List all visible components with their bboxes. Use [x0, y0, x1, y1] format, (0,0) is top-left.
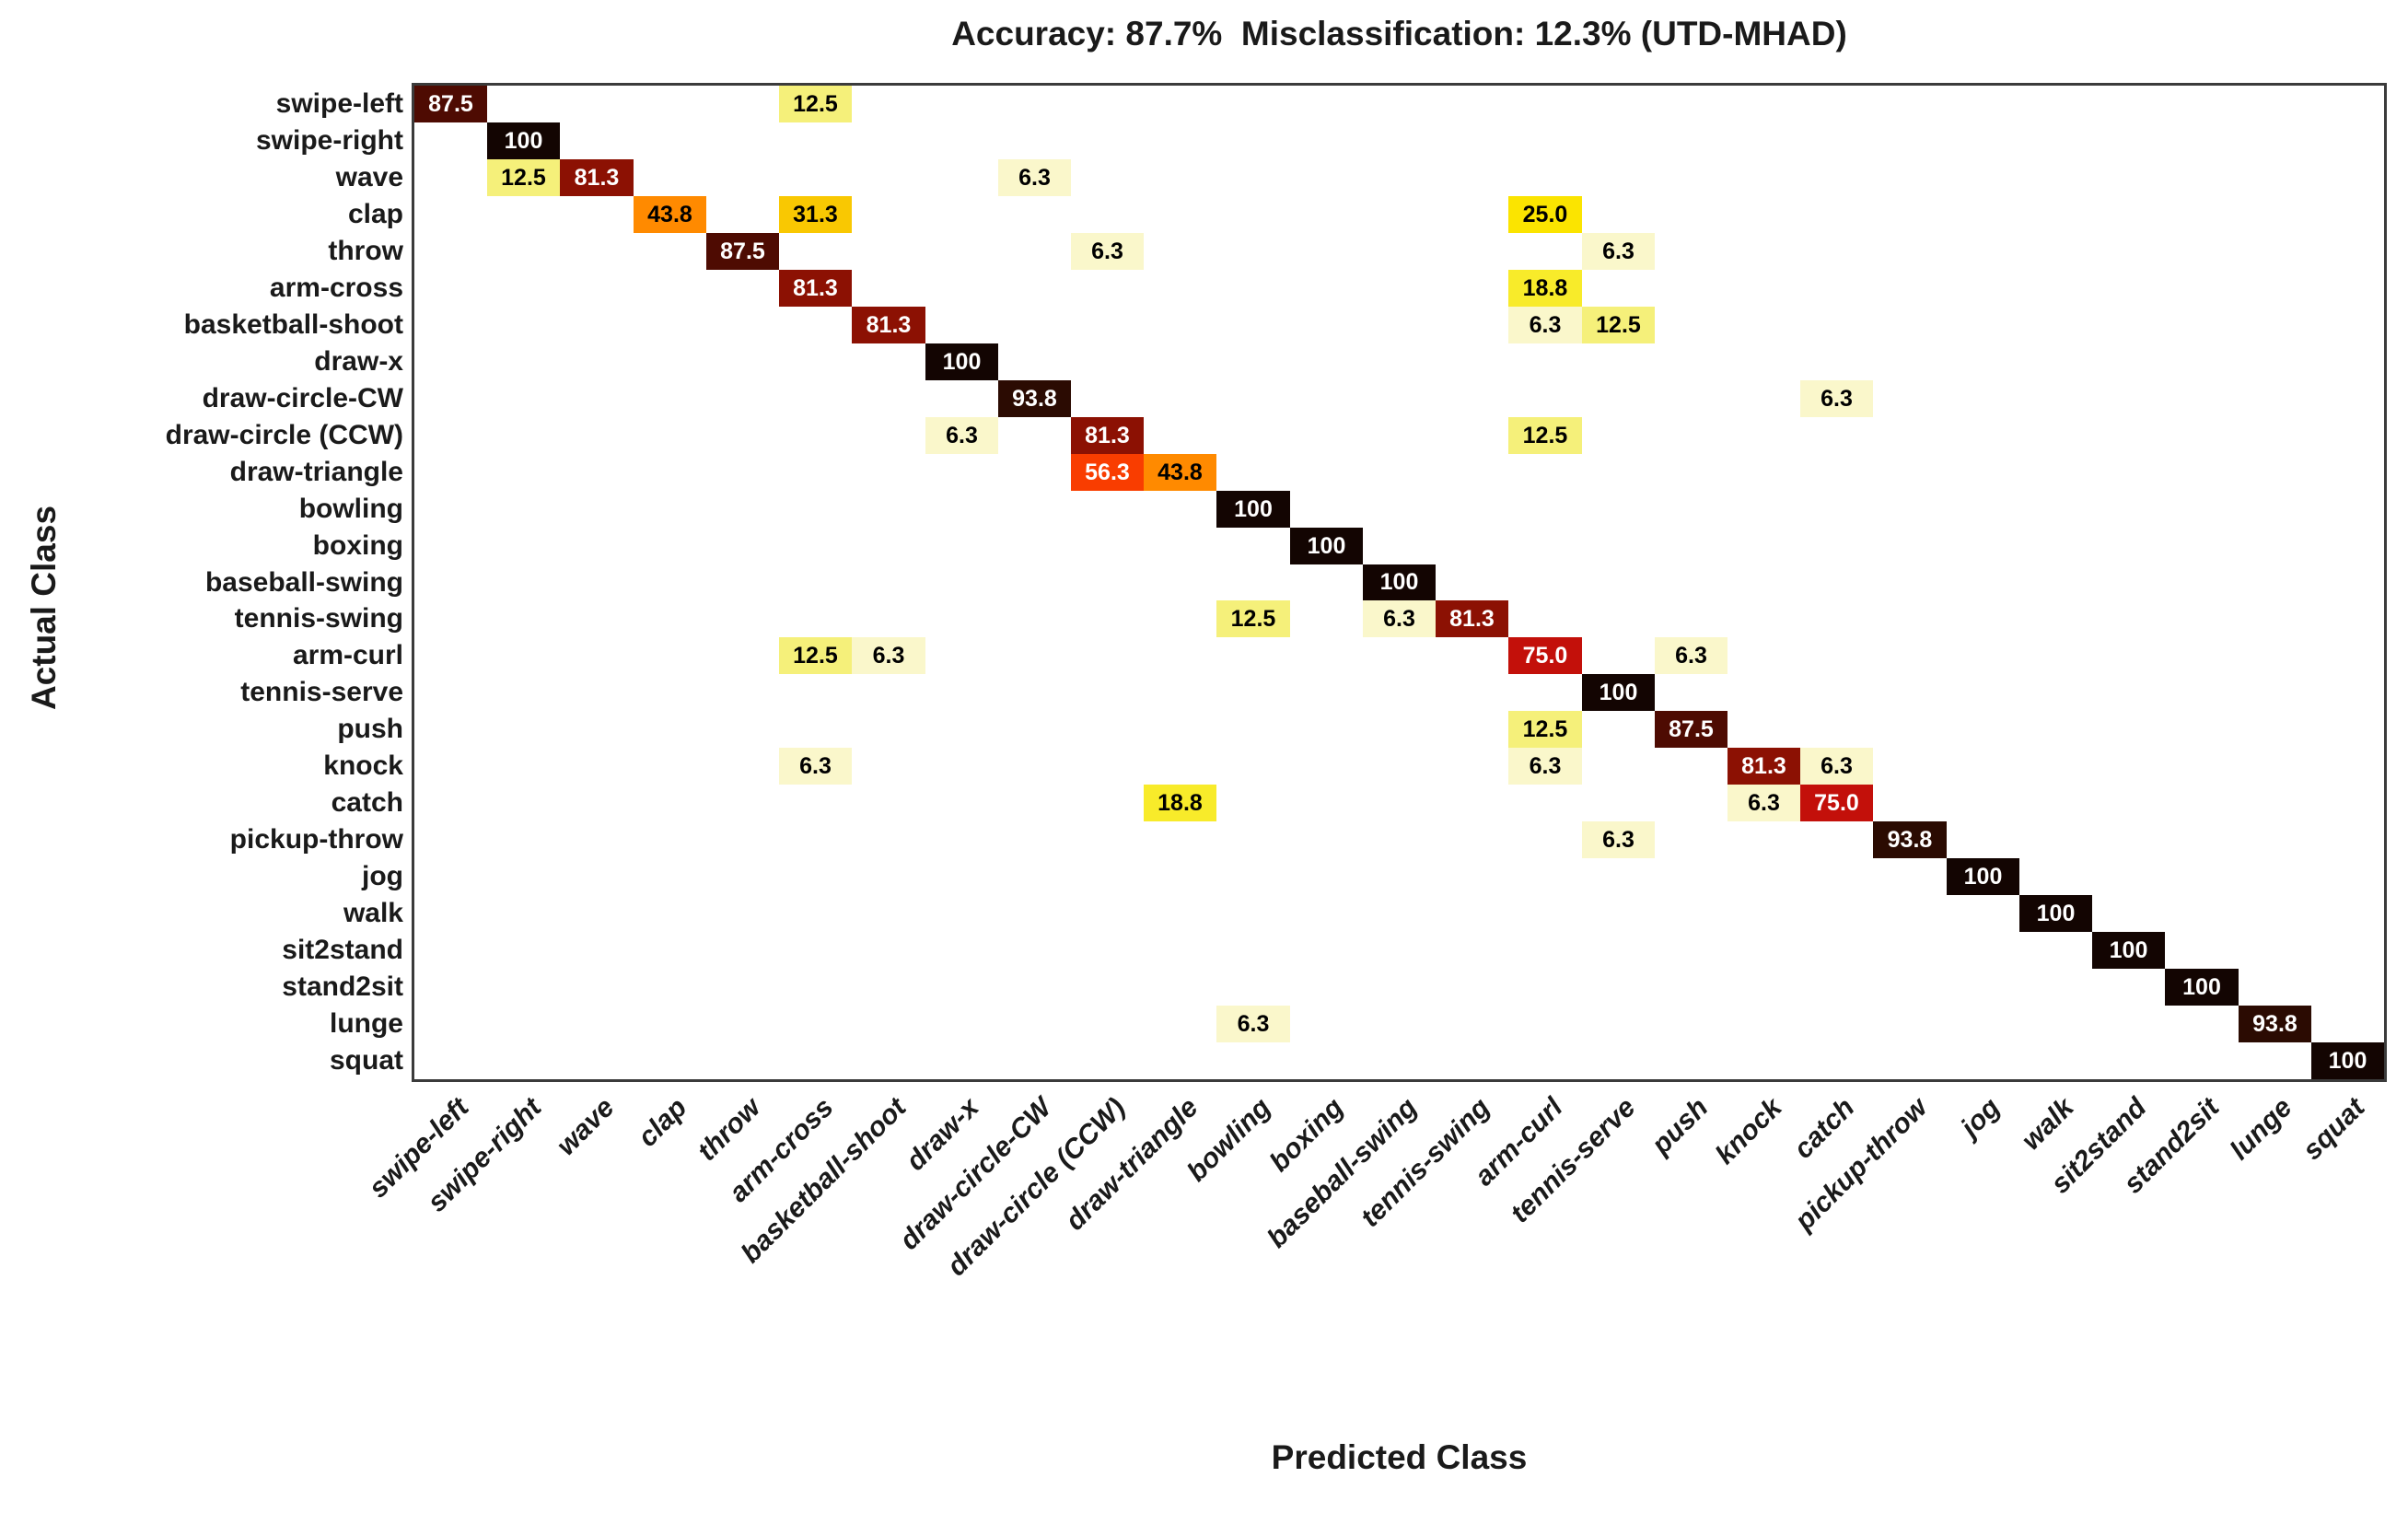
y-tick-label: swipe-left — [275, 88, 403, 119]
matrix-cell: 6.3 — [925, 417, 998, 454]
matrix-cell: 18.8 — [1508, 270, 1582, 307]
y-tick-label: push — [337, 714, 403, 744]
matrix-cell: 12.5 — [1508, 417, 1582, 454]
matrix-cell: 6.3 — [1800, 748, 1873, 785]
matrix-cell: 6.3 — [1727, 785, 1800, 821]
y-tick-label: sit2stand — [282, 935, 403, 965]
matrix-cell: 6.3 — [998, 159, 1071, 196]
y-tick-label: walk — [343, 898, 403, 928]
matrix-cell: 12.5 — [779, 637, 852, 674]
matrix-cell: 43.8 — [634, 196, 706, 233]
matrix-cell: 12.5 — [779, 86, 852, 122]
y-tick-label: arm-curl — [292, 640, 403, 670]
y-tick-label: squat — [329, 1045, 403, 1076]
matrix-cell: 56.3 — [1071, 454, 1144, 491]
matrix-cell: 87.5 — [706, 233, 779, 270]
y-tick-label: lunge — [330, 1008, 403, 1039]
matrix-cell: 6.3 — [1800, 380, 1873, 417]
matrix-cell: 6.3 — [779, 748, 852, 785]
y-tick-label: draw-triangle — [229, 457, 403, 487]
matrix-cell: 6.3 — [1071, 233, 1144, 270]
matrix-cell: 100 — [487, 122, 560, 159]
y-tick-label: bowling — [298, 494, 403, 524]
matrix-cell: 100 — [1216, 491, 1290, 528]
matrix-cell: 6.3 — [1582, 821, 1655, 858]
matrix-cell: 6.3 — [1363, 600, 1436, 637]
matrix-cell: 81.3 — [1071, 417, 1144, 454]
matrix-cell: 100 — [1582, 674, 1655, 711]
matrix-cell: 18.8 — [1144, 785, 1216, 821]
matrix-cell: 31.3 — [779, 196, 852, 233]
matrix-cell: 100 — [2165, 969, 2239, 1006]
matrix-cell: 12.5 — [1582, 307, 1655, 343]
matrix-cell: 6.3 — [1508, 748, 1582, 785]
matrix-cell: 25.0 — [1508, 196, 1582, 233]
y-tick-label: jog — [362, 861, 403, 891]
plot-area: 87.5 12.5 100 12.5 81.3 6.3 43.8 31.3 25.0 87.5 6.… — [412, 83, 2387, 1082]
matrix-cell: 100 — [2092, 932, 2165, 969]
matrix-cell: 12.5 — [1216, 600, 1290, 637]
matrix-cell: 6.3 — [1508, 307, 1582, 343]
matrix-cell: 75.0 — [1800, 785, 1873, 821]
matrix-cell: 81.3 — [852, 307, 925, 343]
y-tick-label: draw-circle (CCW) — [165, 420, 403, 450]
y-tick-label: pickup-throw — [229, 824, 403, 855]
y-tick-label: clap — [347, 199, 403, 229]
matrix-cell: 81.3 — [560, 159, 634, 196]
matrix-cell: 100 — [925, 343, 998, 380]
matrix-cell: 75.0 — [1508, 637, 1582, 674]
matrix-cell: 100 — [2311, 1042, 2384, 1079]
matrix-cell: 81.3 — [1727, 748, 1800, 785]
y-tick-label: baseball-swing — [204, 567, 403, 598]
y-tick-label: catch — [331, 787, 403, 818]
matrix-cell: 100 — [2019, 895, 2092, 932]
matrix-cell: 100 — [1947, 858, 2019, 895]
matrix-cell: 100 — [1290, 528, 1363, 564]
matrix-cell: 12.5 — [1508, 711, 1582, 748]
matrix-cell: 43.8 — [1144, 454, 1216, 491]
y-tick-label: tennis-swing — [234, 603, 403, 634]
matrix-cell: 81.3 — [779, 270, 852, 307]
matrix-cell: 87.5 — [414, 86, 487, 122]
matrix-cell: 6.3 — [1655, 637, 1727, 674]
y-tick-label: stand2sit — [282, 971, 403, 1002]
matrix-cell: 12.5 — [487, 159, 560, 196]
matrix-cell: 93.8 — [2239, 1006, 2311, 1042]
y-tick-label: boxing — [312, 530, 403, 561]
y-tick-label: draw-circle-CW — [202, 383, 403, 413]
chart-title: Accuracy: 87.7% Misclassification: 12.3%… — [951, 15, 1847, 52]
y-tick-label: draw-x — [314, 346, 403, 377]
y-tick-label: swipe-right — [255, 125, 403, 156]
y-tick-label: knock — [323, 750, 403, 781]
matrix-cell: 6.3 — [1216, 1006, 1290, 1042]
matrix-cell: 6.3 — [1582, 233, 1655, 270]
y-tick-label: throw — [328, 236, 403, 266]
matrix-cell: 6.3 — [852, 637, 925, 674]
matrix-cell: 100 — [1363, 564, 1436, 600]
y-tick-label: tennis-serve — [240, 677, 403, 707]
y-tick-label: basketball-shoot — [183, 309, 403, 340]
matrix-cell: 93.8 — [1873, 821, 1947, 858]
matrix-cell: 87.5 — [1655, 711, 1727, 748]
y-tick-label: wave — [335, 162, 403, 192]
matrix-cell: 93.8 — [998, 380, 1071, 417]
matrix-cell: 81.3 — [1436, 600, 1508, 637]
y-tick-label: arm-cross — [269, 273, 403, 303]
x-axis-title: Predicted Class — [1271, 1438, 1528, 1476]
